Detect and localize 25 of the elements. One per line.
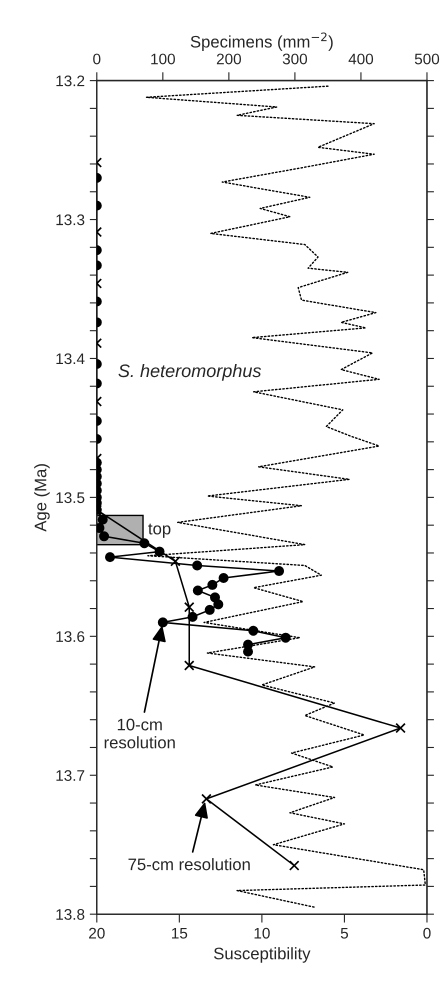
y-tick-label: 13.7 [56, 770, 84, 781]
x-tick-label: 20 [89, 928, 105, 939]
x-tick-label: 5 [340, 928, 348, 939]
x2-tick-label: 200 [216, 54, 242, 64]
y-tick-label: 13.2 [56, 75, 84, 86]
x2-tick-label: 0 [93, 54, 100, 64]
y-tick-label: 13.5 [56, 492, 84, 504]
annotation: 75-cm resolution [128, 858, 250, 870]
x-tick-label: 10 [254, 928, 270, 939]
y-tick-label: 13.4 [56, 353, 85, 364]
y-axis-title: Age (Ma) [34, 464, 50, 532]
annotation: S. heteromorphus [118, 364, 262, 381]
x2-axis-title: Specimens (mm$^{−2}$) [190, 32, 333, 51]
x-tick-label: 0 [423, 928, 431, 939]
annotation: 10-cm resolution [104, 718, 175, 748]
x-tick-label: 15 [172, 928, 188, 939]
y-tick-label: 13.6 [56, 631, 84, 642]
x2-tick-label: 500 [414, 54, 440, 64]
x2-tick-label: 400 [348, 54, 374, 64]
x-axis-title: Susceptibility [214, 947, 310, 963]
x2-tick-label: 100 [151, 54, 175, 64]
band-label: top [148, 524, 170, 538]
y-tick-label: 13.8 [56, 909, 84, 920]
x2-tick-label: 300 [282, 54, 308, 64]
y-tick-label: 13.3 [56, 214, 84, 226]
